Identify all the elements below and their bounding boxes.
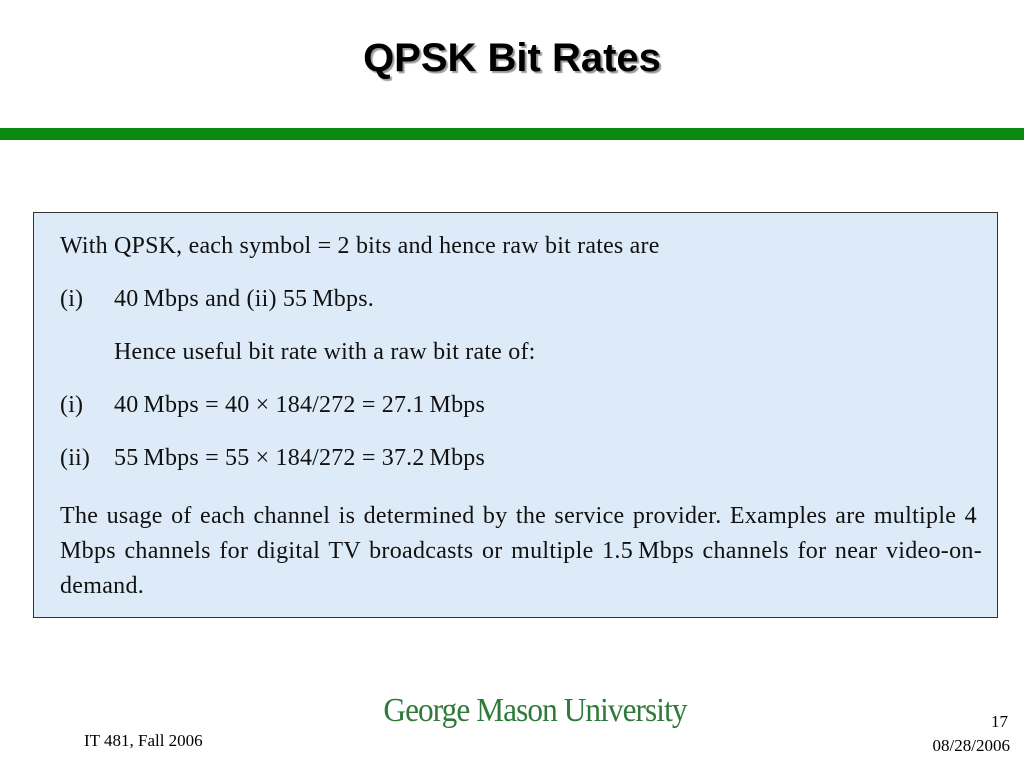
raw-rates-line: (i) 40 Mbps and (ii) 55 Mbps. xyxy=(60,286,374,313)
intro-line: With QPSK, each symbol = 2 bits and henc… xyxy=(60,233,660,259)
slide-title: QPSK Bit Rates xyxy=(363,36,661,80)
page-number: 17 xyxy=(991,712,1008,731)
calc-text-i: 40 Mbps = 40 × 184/272 = 27.1 Mbps xyxy=(114,392,486,418)
calc-line-ii: (ii) 55 Mbps = 55 × 184/272 = 37.2 Mbps xyxy=(60,445,485,472)
closing-paragraph: The usage of each channel is determined … xyxy=(60,503,982,599)
content-box: With QPSK, each symbol = 2 bits and henc… xyxy=(33,212,998,618)
list-marker: (i) xyxy=(60,392,84,418)
university-logo: George Mason University xyxy=(383,692,687,729)
useful-rate-heading: Hence useful bit rate with a raw bit rat… xyxy=(114,339,536,365)
title-divider xyxy=(0,128,1024,140)
list-marker: (i) xyxy=(60,286,84,312)
calc-text-ii: 55 Mbps = 55 × 184/272 = 37.2 Mbps xyxy=(114,445,486,471)
raw-rates-text: 40 Mbps and (ii) 55 Mbps. xyxy=(114,286,374,312)
slide-date: 08/28/2006 xyxy=(932,736,1010,755)
calc-line-i: (i) 40 Mbps = 40 × 184/272 = 27.1 Mbps xyxy=(60,392,485,419)
list-marker: (ii) xyxy=(60,445,91,471)
course-label: IT 481, Fall 2006 xyxy=(84,731,203,750)
